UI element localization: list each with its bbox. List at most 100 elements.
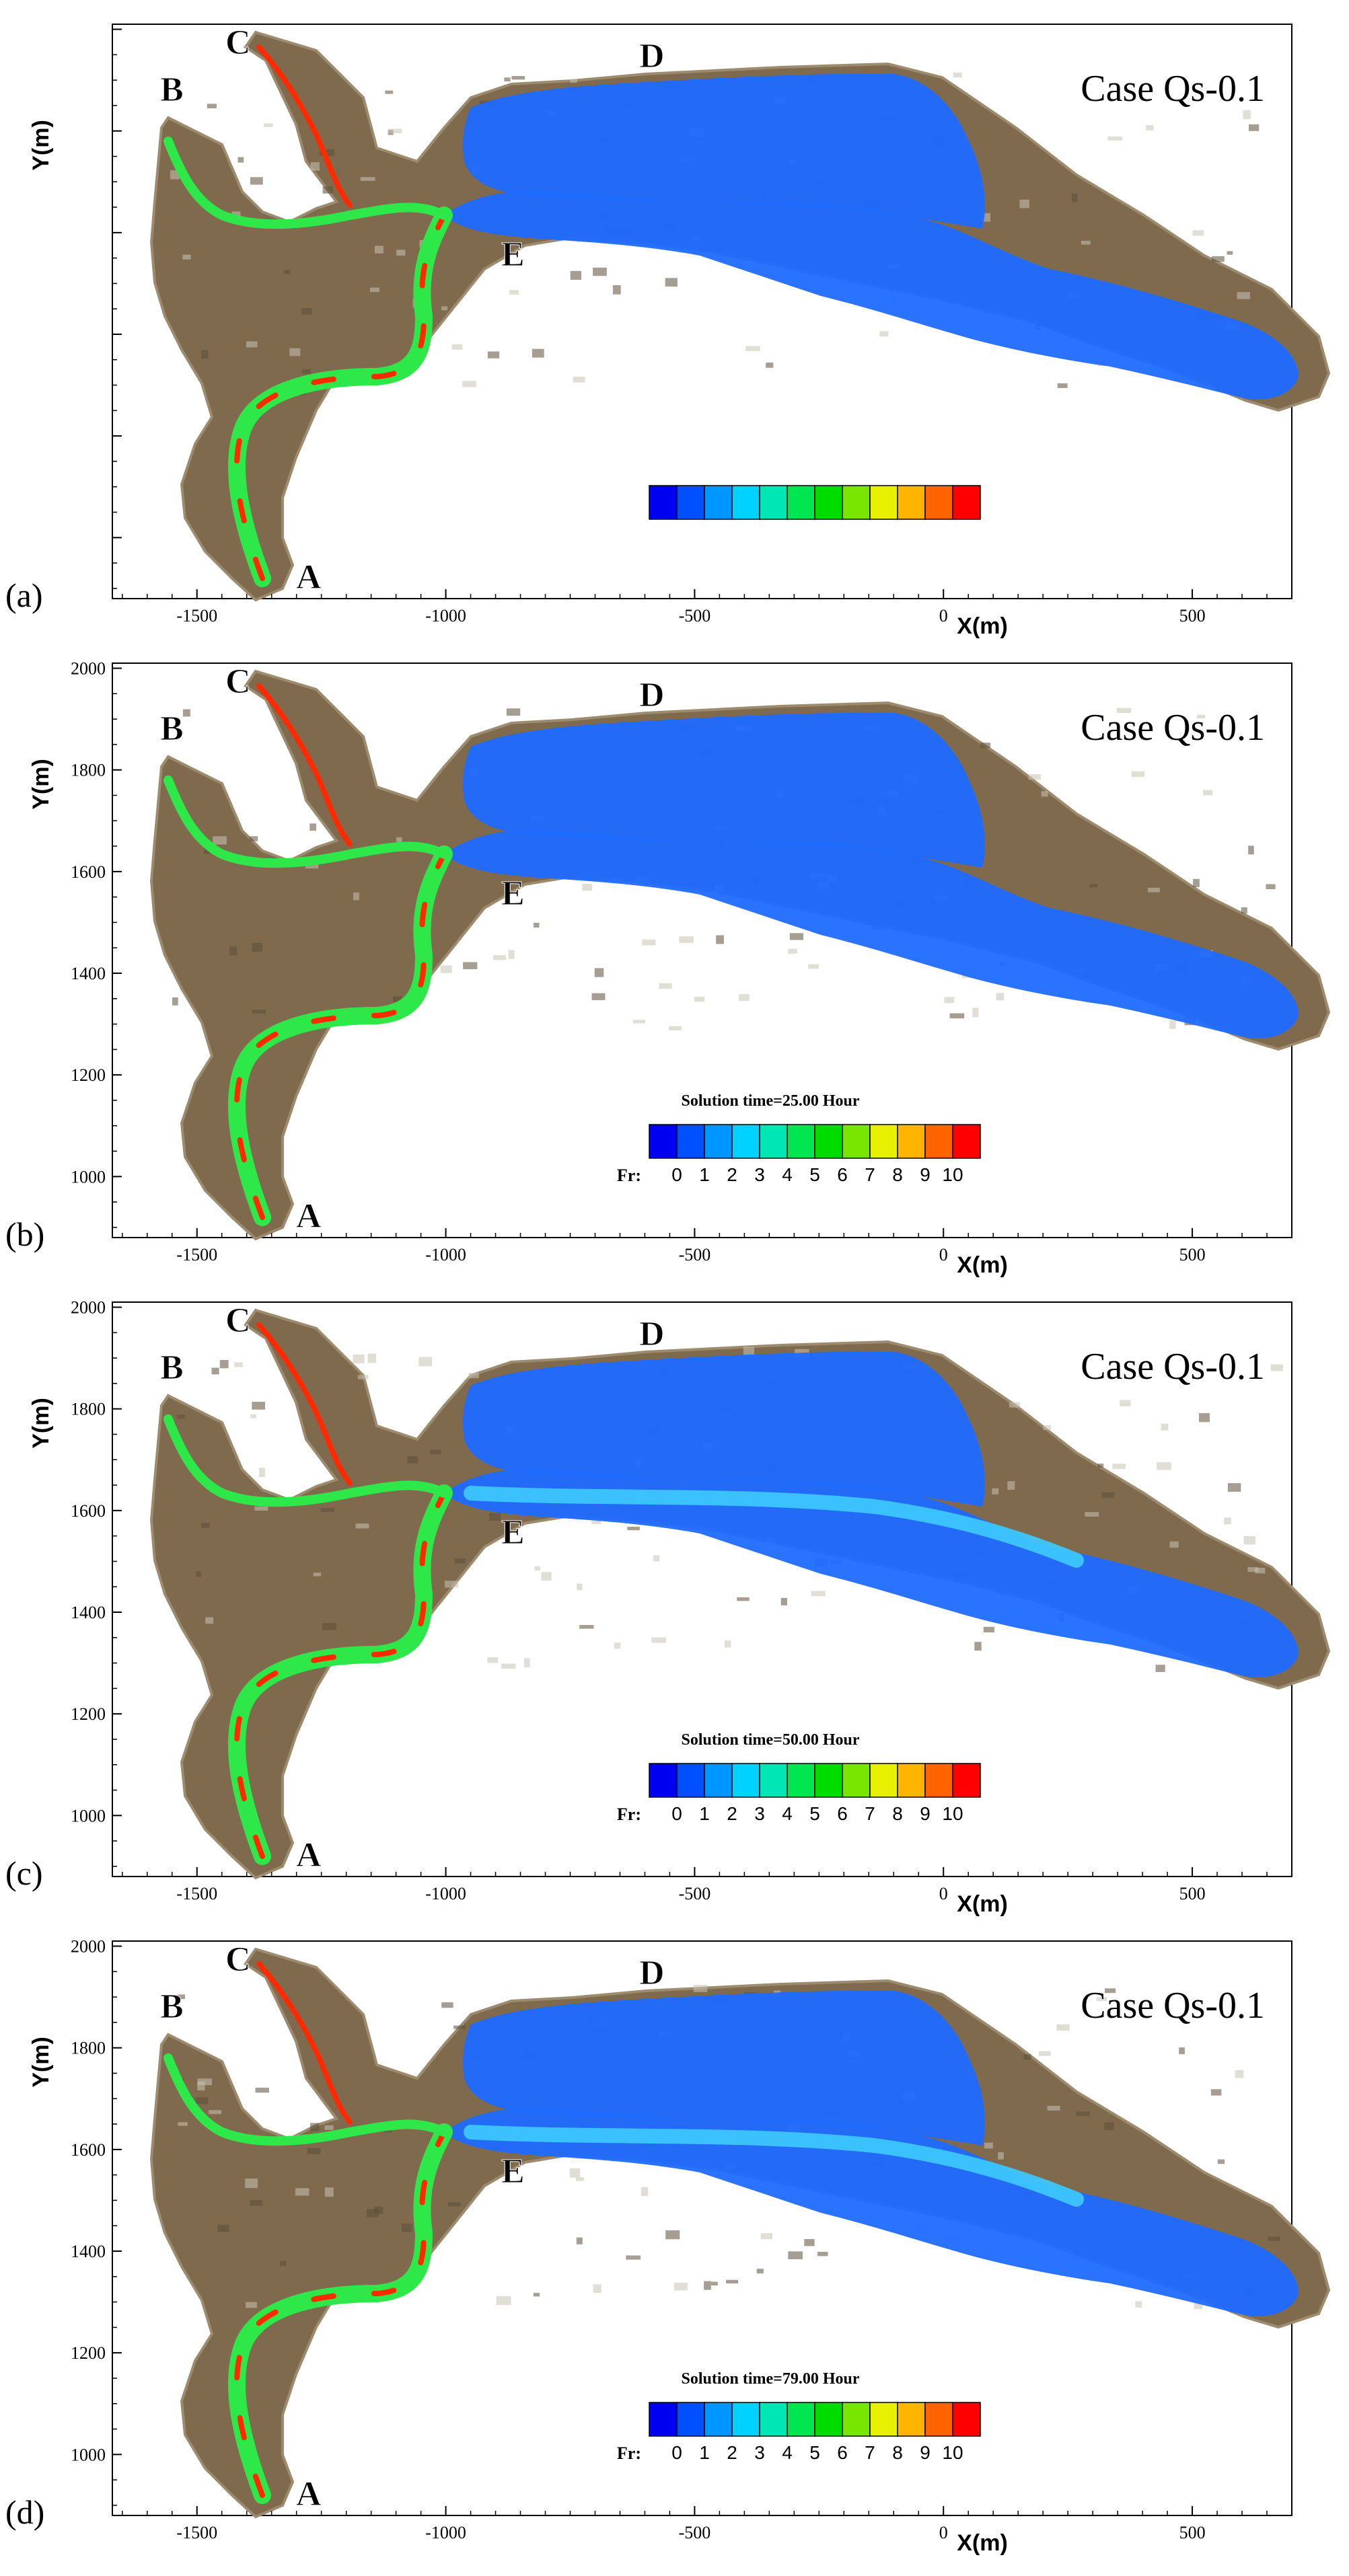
terrain-texture: [388, 128, 402, 134]
terrain-texture: [594, 968, 604, 977]
terrain-texture: [309, 823, 316, 831]
y-tick-label: 1400: [71, 964, 106, 983]
terrain-texture: [674, 2283, 688, 2291]
legend-tick-label: 5: [809, 2442, 820, 2463]
legend-swatch: [759, 1763, 788, 1798]
terrain-texture: [808, 964, 819, 969]
legend-swatch: [952, 1763, 981, 1798]
terrain-texture: [178, 1994, 185, 2000]
terrain-texture: [665, 2230, 680, 2240]
location-e: E: [501, 2152, 525, 2191]
terrain-texture: [626, 2255, 641, 2260]
terrain-texture: [444, 1581, 459, 1588]
x-tick-label: 500: [1179, 1884, 1206, 1903]
terrain-texture: [1105, 1988, 1116, 1994]
river-main-hot: [234, 2129, 447, 2498]
terrain-texture: [1211, 256, 1225, 262]
terrain-texture: [1057, 383, 1068, 388]
terrain-texture: [182, 254, 191, 260]
location-d: D: [639, 37, 665, 75]
terrain-texture: [313, 1573, 322, 1577]
legend-tick-label: 8: [892, 1803, 903, 1824]
terrain-texture: [440, 965, 452, 973]
legend-tick-label: 10: [942, 1803, 963, 1824]
flow-region-main: [444, 2107, 1299, 2316]
terrain-texture: [974, 1642, 982, 1651]
y-tick-label: 1000: [71, 2445, 106, 2464]
terrain-texture: [972, 1008, 979, 1018]
terrain-texture: [207, 104, 217, 109]
legend-tick-label: 1: [699, 2442, 710, 2463]
x-tick-label: -1000: [425, 2523, 466, 2542]
legend-swatch: [897, 1763, 926, 1798]
panel-tag: (c): [5, 1854, 43, 1892]
legend-swatch: [869, 1124, 898, 1159]
terrain-texture: [1169, 1020, 1176, 1029]
flow-fast-channel: [464, 1486, 1084, 1568]
terrain-texture: [249, 836, 258, 841]
x-tick-label: -1000: [425, 1245, 466, 1264]
y-tick-label: 1600: [71, 862, 106, 882]
flow-field: [163, 1322, 1299, 1865]
terrain-texture: [1107, 136, 1122, 141]
location-b: B: [160, 1987, 184, 2026]
river-c: [256, 683, 353, 847]
legend-swatch: [842, 2402, 871, 2437]
x-tick-label: -1500: [176, 2523, 217, 2542]
flow-fast-channel: [464, 2125, 1084, 2207]
terrain-texture: [743, 1347, 755, 1357]
x-tick-label: 0: [939, 1884, 948, 1903]
legend-swatch: [842, 1763, 871, 1798]
terrain-texture: [724, 1640, 731, 1648]
legend-swatch: [731, 485, 760, 520]
terrain-texture: [353, 893, 359, 901]
legend-swatch: [704, 1763, 733, 1798]
terrain-texture: [1203, 790, 1213, 796]
legend-prefix: Fr:: [617, 2444, 641, 2463]
terrain-texture: [983, 1626, 994, 1633]
terrain-texture: [570, 270, 582, 280]
y-axis-label: Y(m): [28, 2037, 54, 2088]
terrain-texture: [250, 1414, 257, 1418]
fr-legend: [649, 485, 981, 520]
terrain-texture: [366, 2209, 379, 2218]
y-tick-label: 1800: [71, 2039, 106, 2058]
solution-time: Solution time=50.00 Hour: [681, 1731, 859, 1749]
x-tick-label: -500: [679, 2523, 711, 2542]
terrain-texture: [463, 962, 478, 969]
terrain-texture: [1007, 1481, 1015, 1490]
solution-time: Solution time=25.00 Hour: [681, 1092, 859, 1110]
terrain-texture: [1248, 124, 1260, 131]
terrain-texture: [322, 186, 333, 194]
terrain-texture: [197, 2081, 205, 2090]
legend-swatch: [731, 1763, 760, 1798]
x-tick-label: 500: [1179, 606, 1206, 626]
panel-svg: -1500 -1000 -500 0 500 X(m) Y(m) (a) A B C D E Case Q…: [5, 24, 1331, 639]
terrain-texture: [1199, 1413, 1210, 1423]
y-tick-label: 1800: [71, 1400, 106, 1419]
legend-tick-label: 2: [727, 1803, 737, 1824]
terrain-texture: [396, 837, 402, 842]
terrain-texture: [704, 2281, 711, 2290]
flow-region-main: [444, 829, 1299, 1038]
location-e: E: [501, 1513, 525, 1552]
legend-tick-label: 2: [727, 2442, 737, 2463]
terrain-texture: [401, 2224, 412, 2232]
y-tick-label: 1200: [71, 2343, 106, 2363]
terrain-texture: [217, 2224, 229, 2232]
legend-swatch: [814, 1124, 843, 1159]
legend-swatch: [897, 485, 926, 520]
legend-swatch: [842, 485, 871, 520]
fr-legend: Fr: 0 1 2 3 4 5 6 7 8 9 10: [617, 1124, 981, 1185]
terrain-texture: [679, 936, 694, 943]
terrain-texture: [1268, 2236, 1280, 2241]
legend-swatch: [869, 1763, 898, 1798]
y-tick-label: 1000: [71, 1167, 106, 1186]
terrain-texture: [1009, 1402, 1021, 1408]
terrain-texture: [533, 2293, 540, 2297]
terrain-texture: [534, 1566, 541, 1570]
terrain-texture: [811, 1591, 826, 1597]
legend-tick-label: 6: [837, 2442, 848, 2463]
axes: -1500 -1000 -500 0 500 X(m) Y(m): [28, 28, 1292, 639]
terrain-texture: [508, 950, 515, 959]
